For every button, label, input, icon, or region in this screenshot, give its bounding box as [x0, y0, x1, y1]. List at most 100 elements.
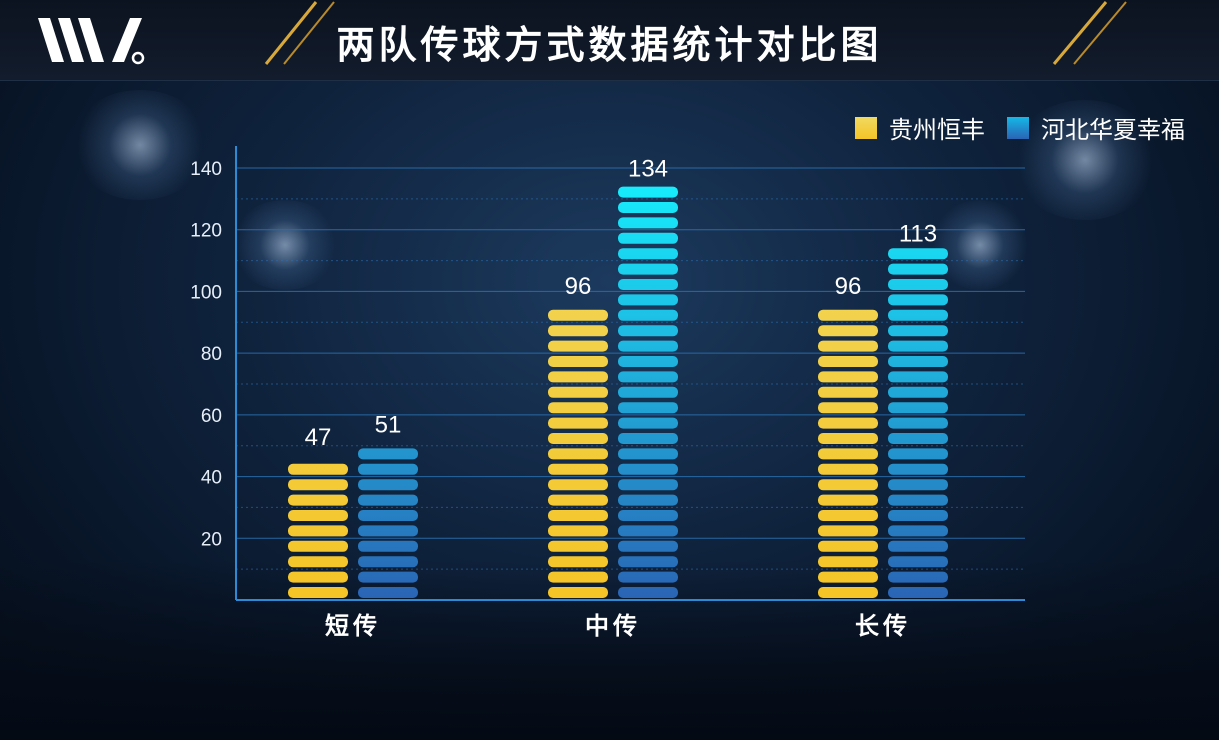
bar-segment-series-2 [888, 463, 948, 475]
bar-value-label: 51 [375, 412, 402, 439]
bar-segment-series-1 [818, 402, 878, 414]
y-tick-label: 40 [201, 468, 222, 489]
bar-segment-series-2 [618, 294, 678, 306]
bar-segment-series-2 [358, 525, 418, 537]
bar-segment-series-1 [818, 494, 878, 506]
bar-value-label: 134 [628, 156, 668, 183]
bar-segment-series-2 [618, 356, 678, 367]
bar-segment-series-2 [888, 433, 948, 444]
x-category-label: 中传 [585, 613, 641, 640]
bar-segment-series-2 [358, 556, 418, 568]
legend-item-series-1: 贵州恒丰 [855, 110, 985, 145]
bar-segment-series-2 [618, 309, 678, 321]
bar-segment-series-2 [888, 371, 948, 383]
bar-segment-series-2 [618, 340, 678, 352]
bar-segment-series-2 [888, 540, 948, 552]
bar-segment-series-1 [818, 463, 878, 475]
bar-segment-series-1 [548, 325, 608, 337]
bar-segment-series-1 [288, 556, 348, 568]
bar-segment-series-2 [618, 525, 678, 537]
bar-segment-series-1 [818, 525, 878, 537]
bar-segment-series-1 [818, 479, 878, 491]
bar-segment-series-1 [548, 494, 608, 506]
bar-segment-series-1 [548, 448, 608, 460]
stadium-light-icon [1010, 100, 1160, 220]
bar-segment-series-1 [818, 556, 878, 568]
bar-segment-series-1 [288, 571, 348, 583]
bar-segment-series-1 [548, 571, 608, 583]
legend-item-series-2: 河北华夏幸福 [1007, 110, 1185, 145]
bar-segment-series-1 [548, 540, 608, 552]
bar-segment-series-1 [818, 340, 878, 352]
bar-segment-series-2 [358, 448, 418, 460]
bar-segment-series-2 [358, 479, 418, 491]
bar-segment-series-2 [358, 510, 418, 521]
bar-segment-series-1 [818, 356, 878, 367]
bar-segment-series-2 [888, 309, 948, 321]
bar-segment-series-1 [818, 309, 878, 321]
bar-segment-series-2 [358, 540, 418, 552]
y-tick-label: 20 [201, 529, 222, 550]
stadium-light-icon [930, 200, 1030, 290]
bar-segment-series-2 [888, 448, 948, 460]
bar-segment-series-2 [358, 494, 418, 506]
bar-segment-series-2 [618, 325, 678, 337]
bar-segment-series-2 [618, 433, 678, 444]
bar-segment-series-1 [548, 371, 608, 383]
bar-segment-series-1 [818, 433, 878, 444]
bar-segment-series-1 [288, 525, 348, 537]
bar-segment-series-2 [618, 494, 678, 506]
bar-value-label: 47 [305, 424, 332, 451]
bar-segment-series-2 [358, 571, 418, 583]
bar-value-label: 113 [899, 220, 937, 247]
bar-value-label: 96 [835, 273, 862, 300]
bar-segment-series-1 [548, 356, 608, 367]
bar-segment-series-2 [888, 525, 948, 537]
bar-segment-series-1 [548, 556, 608, 568]
bar-segment-series-1 [548, 309, 608, 321]
y-tick-label: 80 [201, 344, 222, 365]
bar-segment-series-1 [548, 340, 608, 352]
bar-segment-series-2 [888, 294, 948, 306]
bar-value-label: 96 [565, 273, 592, 300]
bar-segment-series-2 [618, 186, 678, 198]
bar-segment-series-2 [618, 263, 678, 275]
bar-segment-series-1 [818, 540, 878, 552]
bar-segment-series-2 [888, 248, 948, 260]
bar-segment-series-1 [818, 587, 878, 598]
bar-segment-series-2 [888, 386, 948, 398]
bar-segment-series-1 [818, 371, 878, 383]
bar-segment-series-2 [888, 494, 948, 506]
bar-segment-series-1 [818, 417, 878, 429]
legend-swatch-series-2 [1007, 116, 1029, 139]
stadium-light-icon [70, 90, 210, 200]
bar-segment-series-1 [288, 494, 348, 506]
decor-stripes-icon [1052, 1, 1127, 65]
bar-segment-series-1 [818, 510, 878, 521]
bar-segment-series-1 [548, 417, 608, 429]
stadium-light-icon [230, 200, 340, 290]
wv-logo-icon [38, 18, 145, 65]
bar-segment-series-1 [288, 463, 348, 475]
y-tick-label: 60 [201, 406, 222, 427]
bar-segment-series-2 [618, 556, 678, 568]
header-bar: 两队传球方式数据统计对比图 [0, 0, 1219, 81]
bar-segment-series-2 [888, 556, 948, 568]
bar-segment-series-1 [818, 448, 878, 460]
bar-segment-series-1 [818, 386, 878, 398]
bar-segment-series-2 [888, 279, 948, 290]
bar-segment-series-2 [618, 479, 678, 491]
bar-segment-series-2 [888, 587, 948, 598]
bar-segment-series-1 [288, 540, 348, 552]
legend-swatch-series-1 [855, 116, 877, 139]
y-tick-label: 120 [190, 221, 222, 242]
bar-segment-series-2 [618, 279, 678, 290]
bar-segment-series-2 [618, 587, 678, 598]
chart-legend: 贵州恒丰 河北华夏幸福 [833, 110, 1185, 145]
bar-segment-series-2 [888, 510, 948, 521]
bar-segment-series-2 [618, 248, 678, 260]
bar-segment-series-2 [618, 371, 678, 383]
bar-segment-series-2 [888, 340, 948, 352]
bar-segment-series-1 [548, 510, 608, 521]
bar-segment-series-1 [548, 463, 608, 475]
